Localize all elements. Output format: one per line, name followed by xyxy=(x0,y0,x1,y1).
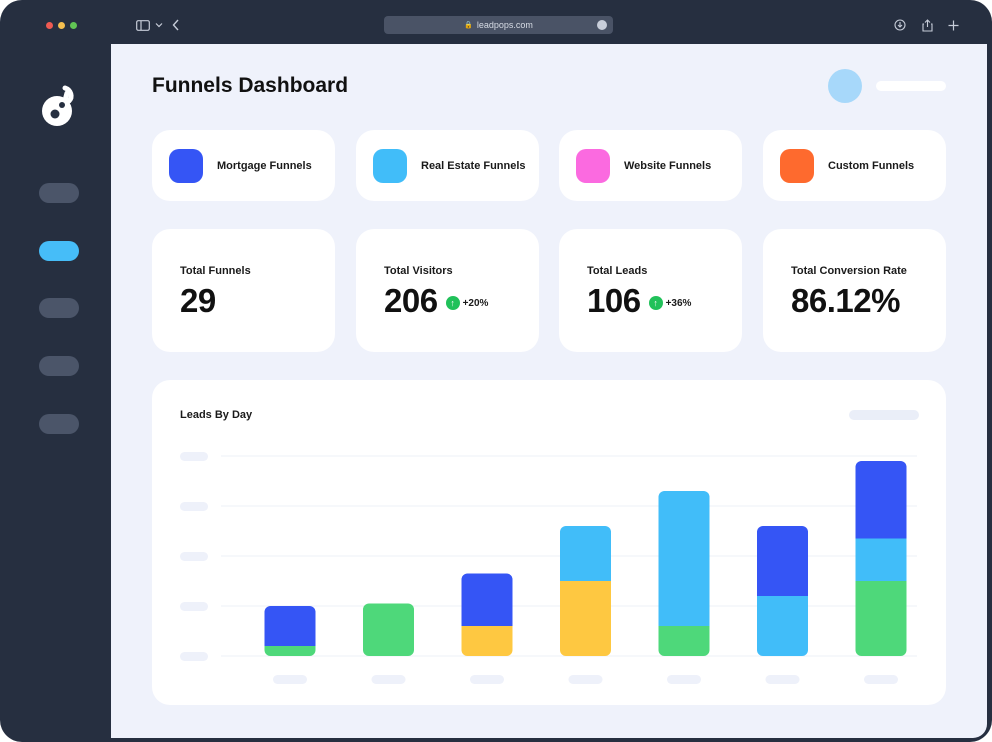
x-tick-placeholder xyxy=(470,675,504,684)
trend-badge: ↑ +20% xyxy=(445,296,489,310)
mortgage-funnel-icon xyxy=(169,148,203,183)
bar-segment xyxy=(363,603,414,656)
share-icon[interactable] xyxy=(918,16,936,34)
stat-value: 29 xyxy=(180,282,216,319)
arrow-up-icon: ↑ xyxy=(445,296,460,310)
browser-toolbar: 🔒 leadpops.com xyxy=(0,0,992,44)
lock-icon: 🔒 xyxy=(464,22,473,29)
url-text: leadpops.com xyxy=(476,20,533,30)
stat-card-total-visitors: Total Visitors 206 ↑ +20% xyxy=(356,229,539,352)
custom-funnel-icon xyxy=(780,148,814,183)
new-tab-icon[interactable] xyxy=(944,16,962,34)
y-tick-placeholder xyxy=(180,552,208,561)
stat-value: 106 xyxy=(587,282,641,319)
close-window-button[interactable] xyxy=(46,22,53,29)
funnel-label: Mortgage Funnels xyxy=(217,159,312,172)
chart-title: Leads By Day xyxy=(180,409,253,421)
sidebar-item-4[interactable] xyxy=(39,356,79,376)
main-content: Funnels Dashboard Mortgage Funnels Real … xyxy=(111,44,987,738)
bar-segment xyxy=(658,626,710,656)
bar-segment xyxy=(855,581,907,656)
bar-segment xyxy=(461,626,513,656)
real-estate-funnel-icon xyxy=(373,148,407,183)
leadpops-logo-icon xyxy=(40,84,78,130)
chart-filter-dropdown[interactable] xyxy=(849,410,919,420)
maximize-window-button[interactable] xyxy=(70,22,77,29)
trend-percent: +36% xyxy=(665,297,692,309)
funnel-label: Custom Funnels xyxy=(828,159,915,172)
sidebar-item-5[interactable] xyxy=(39,414,79,434)
stat-label: Total Conversion Rate xyxy=(791,265,907,277)
funnel-card-mortgage[interactable]: Mortgage Funnels xyxy=(152,130,335,201)
bar-segment xyxy=(264,606,316,646)
funnel-card-custom[interactable]: Custom Funnels xyxy=(763,130,946,201)
chevron-down-icon[interactable] xyxy=(150,16,168,34)
stat-label: Total Leads xyxy=(587,265,648,277)
sidebar-item-2[interactable] xyxy=(39,241,79,261)
trend-percent: +20% xyxy=(462,297,489,309)
bar-segment xyxy=(658,491,710,626)
bar-segment xyxy=(560,581,611,656)
funnel-label: Website Funnels xyxy=(624,159,712,172)
y-tick-placeholder xyxy=(180,452,208,461)
y-tick-placeholder xyxy=(180,602,208,611)
stat-value: 86.12% xyxy=(791,282,900,319)
trend-badge: ↑ +36% xyxy=(648,296,692,310)
funnel-card-website[interactable]: Website Funnels xyxy=(559,130,742,201)
x-tick-placeholder xyxy=(667,675,701,684)
x-tick-placeholder xyxy=(568,675,603,684)
bar-segment xyxy=(855,538,907,581)
user-name-placeholder xyxy=(876,81,946,91)
bar-segment xyxy=(461,573,513,626)
stat-card-total-funnels: Total Funnels 29 xyxy=(152,229,335,352)
funnel-label: Real Estate Funnels xyxy=(421,159,526,172)
funnel-card-real-estate[interactable]: Real Estate Funnels xyxy=(356,130,539,201)
x-tick-placeholder xyxy=(273,675,307,684)
bar-segment xyxy=(757,526,808,596)
stat-label: Total Funnels xyxy=(180,265,251,277)
stat-card-total-leads: Total Leads 106 ↑ +36% xyxy=(559,229,742,352)
minimize-window-button[interactable] xyxy=(58,22,65,29)
address-bar[interactable]: 🔒 leadpops.com xyxy=(384,16,613,34)
x-tick-placeholder xyxy=(765,675,800,684)
x-tick-placeholder xyxy=(864,675,898,684)
leads-by-day-chart xyxy=(180,452,917,684)
sidebar-toggle-icon[interactable] xyxy=(134,16,152,34)
sidebar-item-1[interactable] xyxy=(39,183,79,203)
stat-label: Total Visitors xyxy=(384,265,453,277)
sidebar xyxy=(0,44,111,742)
bar-segment xyxy=(264,646,316,656)
reader-icon[interactable] xyxy=(597,20,607,30)
bar-segment xyxy=(855,461,907,539)
leads-by-day-chart-card: Leads By Day xyxy=(152,380,946,705)
website-funnel-icon xyxy=(576,148,610,183)
bar-segment xyxy=(560,526,611,581)
back-icon[interactable] xyxy=(167,16,185,34)
x-tick-placeholder xyxy=(371,675,406,684)
arrow-up-icon: ↑ xyxy=(648,296,663,310)
stat-value: 206 xyxy=(384,282,438,319)
y-tick-placeholder xyxy=(180,502,208,511)
bar-segment xyxy=(757,596,808,656)
download-icon[interactable] xyxy=(891,16,909,34)
stat-card-conversion-rate: Total Conversion Rate 86.12% xyxy=(763,229,946,352)
y-tick-placeholder xyxy=(180,652,208,661)
sidebar-item-3[interactable] xyxy=(39,298,79,318)
avatar[interactable] xyxy=(828,69,862,103)
page-title: Funnels Dashboard xyxy=(152,74,349,97)
